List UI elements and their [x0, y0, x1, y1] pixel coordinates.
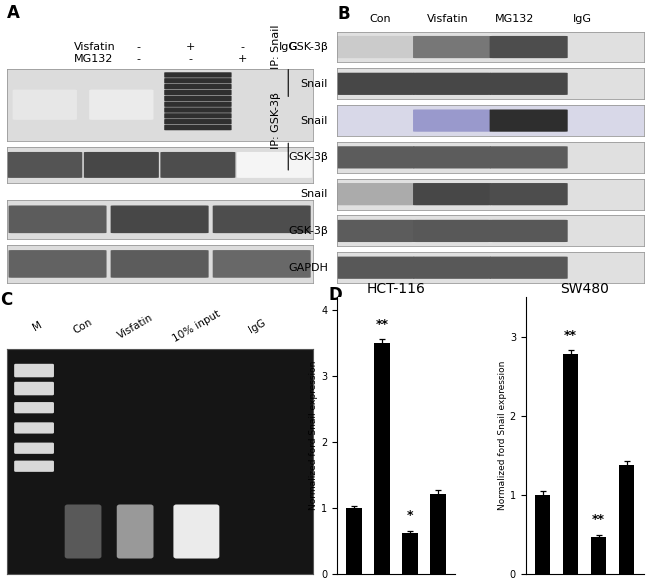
FancyBboxPatch shape: [174, 505, 219, 558]
Bar: [430, 494, 446, 574]
FancyBboxPatch shape: [7, 152, 83, 178]
FancyBboxPatch shape: [84, 152, 159, 178]
FancyBboxPatch shape: [164, 113, 231, 118]
FancyBboxPatch shape: [164, 107, 231, 113]
FancyBboxPatch shape: [337, 183, 415, 205]
FancyBboxPatch shape: [12, 90, 77, 120]
Text: IgG: IgG: [279, 42, 298, 52]
FancyBboxPatch shape: [337, 220, 415, 242]
Text: GSK-3β: GSK-3β: [288, 42, 328, 52]
Text: GSK-3β: GSK-3β: [288, 152, 328, 162]
Title: HCT-116: HCT-116: [367, 282, 426, 296]
Text: M: M: [31, 320, 44, 333]
FancyBboxPatch shape: [337, 73, 415, 95]
FancyBboxPatch shape: [337, 36, 415, 58]
Text: *: *: [407, 509, 413, 522]
FancyBboxPatch shape: [164, 72, 231, 78]
Text: IP: GSK-3β: IP: GSK-3β: [271, 92, 281, 149]
Text: **: **: [592, 513, 605, 526]
Y-axis label: Normalized ford Snail expression: Normalized ford Snail expression: [498, 361, 507, 510]
Text: GAPDH: GAPDH: [288, 263, 328, 272]
Bar: [346, 508, 362, 574]
Text: Snail: Snail: [301, 79, 328, 89]
FancyBboxPatch shape: [164, 101, 231, 107]
FancyBboxPatch shape: [489, 183, 567, 205]
Y-axis label: Normalized ford Snail expression: Normalized ford Snail expression: [309, 361, 318, 510]
Text: B: B: [337, 5, 350, 23]
FancyBboxPatch shape: [413, 257, 491, 279]
Title: SW480: SW480: [560, 282, 609, 296]
FancyBboxPatch shape: [164, 90, 231, 95]
FancyBboxPatch shape: [413, 110, 491, 132]
FancyBboxPatch shape: [237, 152, 312, 178]
Text: IgG: IgG: [573, 13, 592, 24]
FancyBboxPatch shape: [489, 146, 567, 169]
FancyBboxPatch shape: [89, 90, 153, 120]
FancyBboxPatch shape: [8, 250, 107, 278]
FancyBboxPatch shape: [14, 364, 54, 377]
FancyBboxPatch shape: [117, 505, 153, 558]
FancyBboxPatch shape: [489, 73, 567, 95]
FancyBboxPatch shape: [14, 461, 54, 472]
FancyBboxPatch shape: [164, 84, 231, 89]
FancyBboxPatch shape: [65, 505, 101, 558]
FancyBboxPatch shape: [213, 206, 311, 233]
Bar: [374, 343, 390, 574]
Text: Con: Con: [72, 317, 94, 336]
FancyBboxPatch shape: [164, 78, 231, 84]
FancyBboxPatch shape: [413, 146, 491, 169]
FancyBboxPatch shape: [337, 146, 415, 169]
Text: **: **: [376, 318, 389, 331]
Bar: [535, 495, 551, 574]
FancyBboxPatch shape: [413, 73, 491, 95]
FancyBboxPatch shape: [14, 442, 54, 454]
FancyBboxPatch shape: [14, 402, 54, 413]
FancyBboxPatch shape: [337, 257, 415, 279]
FancyBboxPatch shape: [164, 96, 231, 101]
Text: **: **: [564, 329, 577, 342]
Text: MG132: MG132: [495, 13, 534, 24]
FancyBboxPatch shape: [489, 110, 567, 132]
FancyBboxPatch shape: [14, 423, 54, 434]
Text: 10% input: 10% input: [171, 309, 222, 345]
Text: -: -: [136, 54, 140, 64]
Text: Visfatin: Visfatin: [426, 13, 469, 24]
FancyBboxPatch shape: [164, 125, 231, 130]
FancyBboxPatch shape: [489, 220, 567, 242]
Text: Visfatin: Visfatin: [116, 312, 155, 341]
FancyBboxPatch shape: [161, 152, 235, 178]
Text: Snail: Snail: [301, 115, 328, 125]
Text: A: A: [6, 4, 20, 22]
FancyBboxPatch shape: [164, 119, 231, 124]
Text: IgG: IgG: [248, 318, 268, 335]
Text: C: C: [1, 291, 12, 309]
FancyBboxPatch shape: [111, 250, 209, 278]
Text: MG132: MG132: [74, 54, 113, 64]
Text: Snail: Snail: [301, 189, 328, 199]
Text: Con: Con: [369, 13, 391, 24]
FancyBboxPatch shape: [489, 36, 567, 58]
Text: +: +: [185, 42, 195, 52]
FancyBboxPatch shape: [413, 220, 491, 242]
Bar: [402, 533, 418, 574]
Bar: [591, 537, 606, 574]
FancyBboxPatch shape: [111, 206, 209, 233]
Text: GSK-3β: GSK-3β: [288, 226, 328, 236]
Text: -: -: [188, 54, 192, 64]
FancyBboxPatch shape: [213, 250, 311, 278]
Text: Visfatin: Visfatin: [74, 42, 116, 52]
FancyBboxPatch shape: [413, 36, 491, 58]
FancyBboxPatch shape: [8, 206, 107, 233]
Text: -: -: [136, 42, 140, 52]
Bar: [619, 465, 634, 574]
FancyBboxPatch shape: [489, 257, 567, 279]
FancyBboxPatch shape: [413, 183, 491, 205]
Text: -: -: [240, 42, 244, 52]
Text: D: D: [328, 286, 342, 304]
Text: +: +: [238, 54, 247, 64]
Bar: [563, 354, 578, 574]
FancyBboxPatch shape: [14, 382, 54, 396]
Text: IP: Snail: IP: Snail: [271, 25, 281, 69]
